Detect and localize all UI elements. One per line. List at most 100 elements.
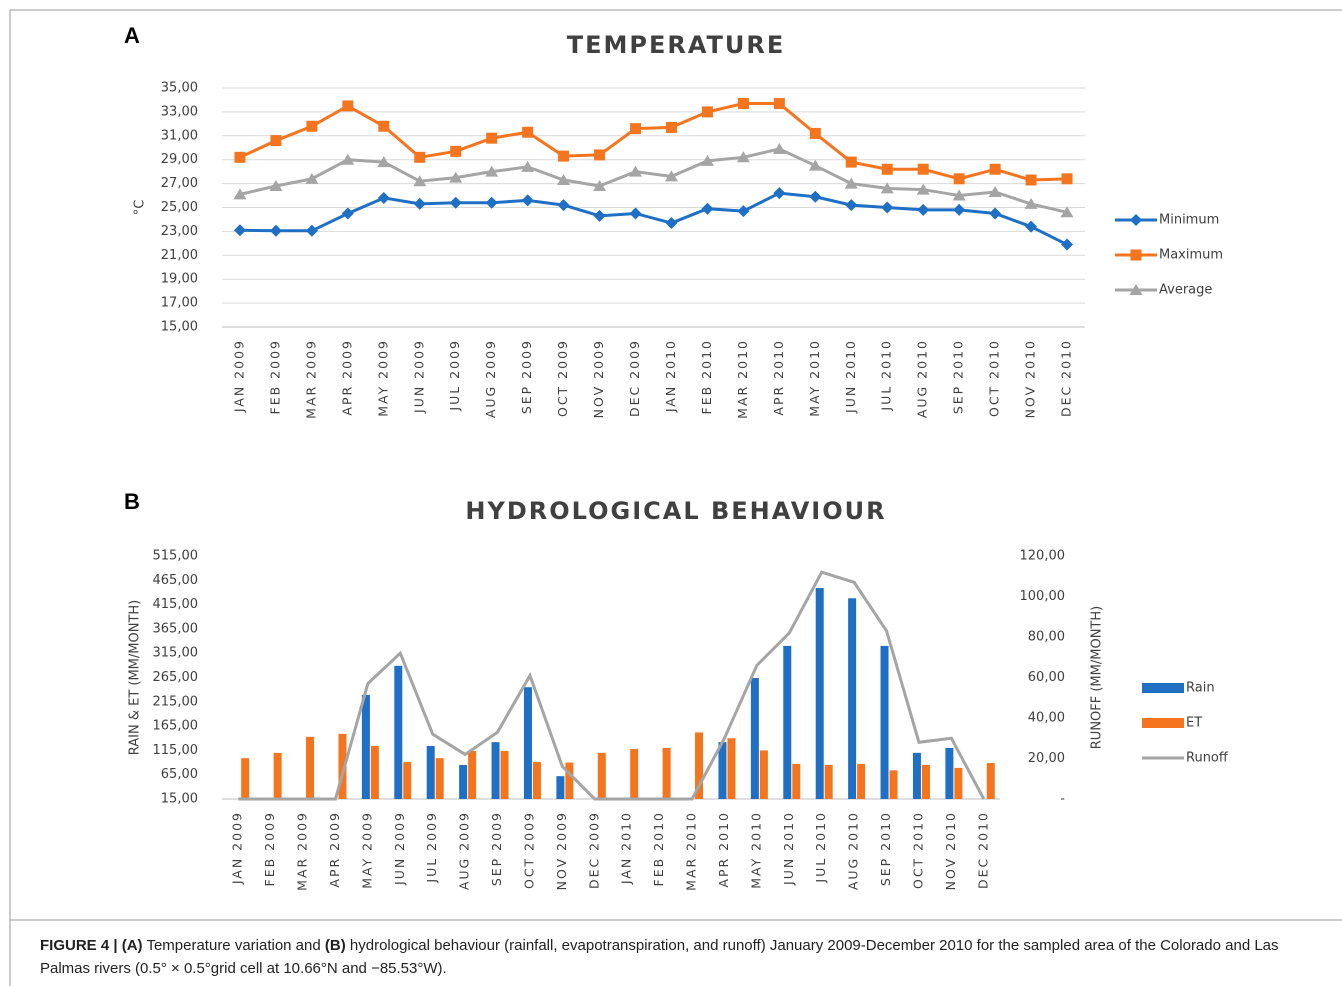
bar: [727, 738, 736, 799]
legend-label: Maximum: [1159, 248, 1223, 263]
legend-label: Average: [1159, 283, 1212, 298]
x-tick-label: NOV 2010: [1023, 339, 1038, 418]
x-tick-label: JUN 2010: [843, 339, 858, 414]
marker: [917, 203, 930, 216]
chart-title: TEMPERATURE: [567, 31, 786, 59]
marker: [450, 145, 462, 157]
marker: [269, 179, 283, 191]
marker: [341, 153, 355, 165]
bar: [338, 733, 347, 799]
bar: [241, 758, 250, 799]
marker: [486, 132, 498, 144]
series-line: [239, 102, 1068, 182]
y2-tick-label: -: [1060, 792, 1065, 807]
x-tick-label: JUL 2010: [813, 811, 828, 884]
x-tick-label: NOV 2009: [554, 811, 569, 890]
bar: [954, 767, 963, 799]
x-tick-label: JUL 2010: [879, 339, 894, 412]
series-line: [238, 570, 986, 801]
legend-label: Rain: [1186, 681, 1215, 696]
marker: [953, 203, 966, 216]
marker: [305, 172, 319, 184]
marker: [665, 121, 677, 133]
legend-label: ET: [1186, 716, 1202, 731]
x-tick-label: MAR 2009: [295, 811, 310, 891]
marker: [377, 191, 390, 204]
bar: [662, 747, 671, 799]
marker: [522, 126, 534, 138]
marker: [809, 127, 821, 139]
bar: [921, 764, 930, 799]
x-tick-label: OCT 2010: [987, 339, 1002, 417]
marker: [485, 165, 499, 177]
x-tick-label: MAY 2009: [359, 811, 374, 889]
x-tick-label: AUG 2010: [915, 339, 930, 418]
marker: [269, 224, 282, 237]
bar: [306, 736, 315, 799]
marker: [773, 98, 785, 110]
x-tick-label: NOV 2009: [591, 339, 606, 418]
bar: [857, 764, 866, 799]
legend-label: Minimum: [1159, 213, 1219, 228]
marker: [880, 182, 894, 194]
y2-tick-label: 80,00: [1028, 630, 1065, 645]
bar: [945, 747, 954, 799]
marker: [773, 187, 786, 200]
marker: [414, 151, 426, 163]
marker: [342, 100, 354, 112]
marker: [485, 196, 498, 209]
y-axis-label: RAIN & ET (MM/MONTH): [128, 600, 143, 756]
bar: [783, 645, 792, 799]
y-tick-label: 35,00: [161, 81, 198, 96]
y-tick-label: 25,00: [161, 200, 198, 215]
bar: [815, 588, 824, 799]
x-tick-label: OCT 2009: [555, 339, 570, 417]
y-tick-label: 29,00: [161, 152, 198, 167]
marker: [665, 217, 678, 230]
caption-text: Temperature variation and: [142, 937, 325, 954]
x-tick-label: MAR 2009: [303, 339, 318, 419]
x-tick-label: JUL 2009: [424, 811, 439, 884]
x-tick-label: DEC 2010: [975, 811, 990, 889]
x-tick-label: SEP 2009: [489, 811, 504, 886]
bar: [394, 665, 403, 799]
x-tick-label: JUN 2010: [781, 811, 796, 886]
marker: [377, 156, 391, 168]
bar: [565, 762, 574, 799]
marker: [413, 175, 427, 187]
marker: [881, 201, 894, 214]
y-tick-label: 465,00: [153, 573, 199, 588]
y-tick-label: 27,00: [161, 176, 198, 191]
marker: [593, 209, 606, 222]
x-tick-label: APR 2010: [771, 339, 786, 416]
bar: [792, 764, 801, 799]
marker: [772, 142, 786, 154]
panel-label: B: [124, 489, 140, 514]
bar: [361, 694, 370, 799]
x-tick-label: APR 2009: [339, 339, 354, 416]
x-tick-label: AUG 2009: [457, 811, 472, 890]
marker: [558, 150, 570, 162]
chart-title: HYDROLOGICAL BEHAVIOUR: [465, 497, 886, 525]
x-tick-label: MAY 2010: [807, 339, 822, 417]
bar: [630, 748, 639, 799]
x-tick-label: MAY 2009: [375, 339, 390, 417]
marker: [521, 160, 535, 172]
x-tick-label: SEP 2010: [878, 811, 893, 886]
y-tick-label: 115,00: [153, 743, 199, 758]
marker: [233, 224, 246, 237]
marker: [413, 197, 426, 210]
marker: [449, 171, 463, 183]
y-tick-label: 265,00: [153, 670, 199, 685]
bar: [435, 758, 444, 799]
x-tick-label: JAN 2009: [231, 339, 246, 413]
bar: [556, 776, 565, 799]
x-tick-label: MAR 2010: [684, 811, 699, 891]
marker: [378, 120, 390, 132]
y-tick-label: 415,00: [153, 597, 199, 612]
marker: [1061, 238, 1074, 251]
bar: [459, 764, 468, 799]
y-tick-label: 65,00: [161, 767, 198, 782]
marker: [989, 163, 1001, 175]
